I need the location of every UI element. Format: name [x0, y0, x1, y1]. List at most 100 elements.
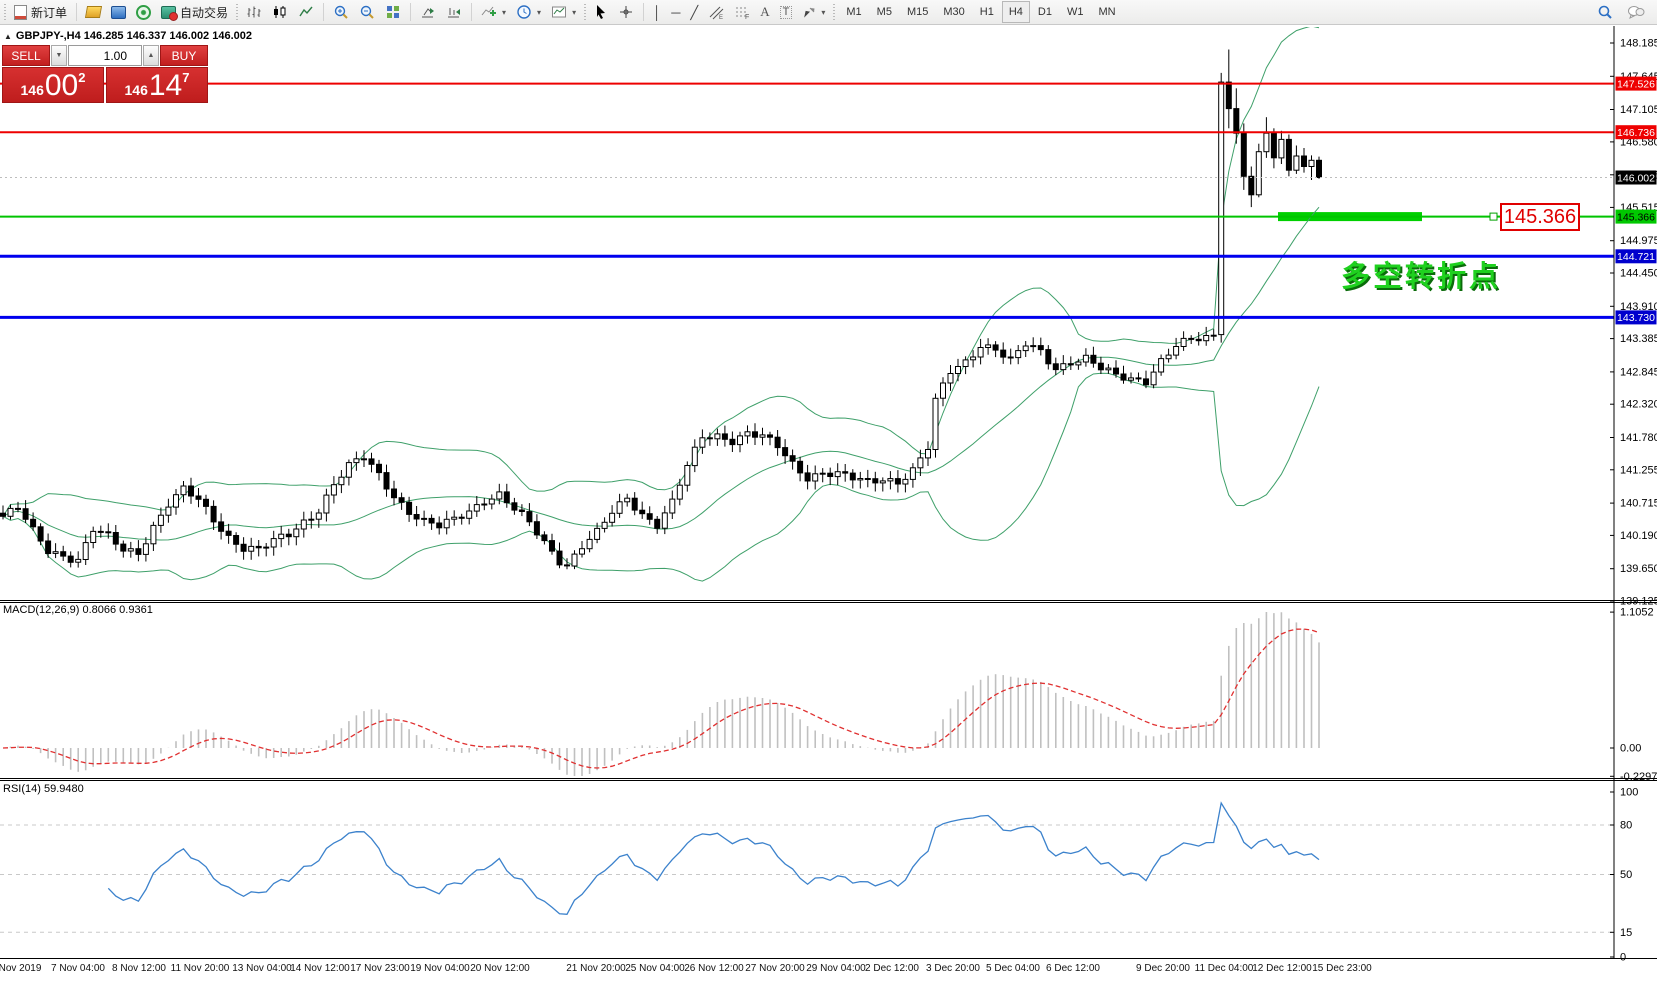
- svg-text:26 Nov 12:00: 26 Nov 12:00: [684, 963, 744, 974]
- chat-button[interactable]: [1623, 2, 1649, 22]
- vertical-line-icon: │: [653, 4, 662, 20]
- volume-increase-button[interactable]: ▲: [143, 45, 159, 66]
- indicators-button[interactable]: ▾: [477, 2, 510, 22]
- svg-text:142.320: 142.320: [1620, 399, 1657, 411]
- new-order-button[interactable]: 新订单: [10, 2, 71, 22]
- zoom-in-icon: [334, 5, 348, 19]
- candlestick-chart-button[interactable]: [268, 2, 292, 22]
- sell-price-sup: 2: [78, 70, 86, 85]
- crosshair-button[interactable]: [614, 2, 638, 22]
- svg-text:146.580: 146.580: [1620, 136, 1657, 148]
- sell-button[interactable]: SELL: [2, 45, 50, 66]
- timeframe-M15[interactable]: M15: [900, 1, 935, 23]
- templates-button[interactable]: ▾: [547, 2, 580, 22]
- timeframe-H1[interactable]: H1: [973, 1, 1001, 23]
- text-icon: A: [760, 4, 770, 19]
- svg-text:141.780: 141.780: [1620, 432, 1657, 444]
- horizontal-line-icon: ─: [671, 4, 681, 20]
- horizontal-line-button[interactable]: ─: [667, 2, 684, 22]
- sell-price-big: 00: [44, 69, 79, 102]
- toolbar-grip[interactable]: [584, 3, 587, 21]
- label-button[interactable]: T: [776, 2, 797, 22]
- candlesticks: [0, 49, 1322, 570]
- arrows-icon: [804, 7, 815, 18]
- cursor-button[interactable]: [590, 2, 612, 22]
- search-icon: [1598, 5, 1612, 19]
- svg-text:144.450: 144.450: [1620, 268, 1657, 280]
- line-chart-button[interactable]: [294, 2, 318, 22]
- rsi-label: RSI(14) 59.9480: [3, 783, 84, 795]
- buy-button[interactable]: BUY: [160, 45, 208, 66]
- fibonacci-button[interactable]: F: [730, 2, 754, 22]
- buy-price-big: 14: [148, 69, 183, 102]
- signals-button[interactable]: [132, 2, 155, 22]
- sell-price-tile[interactable]: 146 00 2: [2, 67, 104, 103]
- arrows-button[interactable]: ▾: [798, 2, 829, 22]
- cursor-icon: [597, 5, 606, 19]
- svg-text:140.190: 140.190: [1620, 530, 1657, 542]
- svg-text:E: E: [719, 15, 723, 20]
- symbol-ohlc-line: ▲ GBPJPY-,H4 146.285 146.337 146.002 146…: [4, 30, 252, 42]
- collapse-triangle-icon[interactable]: ▲: [4, 31, 12, 41]
- volume-input[interactable]: 1.00: [68, 45, 142, 66]
- bar-chart-icon: [247, 6, 261, 18]
- svg-text:15: 15: [1620, 927, 1632, 939]
- new-order-icon: [14, 4, 27, 20]
- trendline-button[interactable]: ╱: [686, 2, 702, 22]
- metaeditor-button[interactable]: [82, 2, 105, 22]
- volume-decrease-button[interactable]: ▼: [51, 45, 67, 66]
- timeframe-M30[interactable]: M30: [936, 1, 971, 23]
- search-button[interactable]: [1593, 2, 1617, 22]
- autotrading-button[interactable]: 自动交易: [157, 2, 232, 22]
- svg-text:19 Nov 04:00: 19 Nov 04:00: [410, 963, 470, 974]
- main-toolbar: 新订单 自动交易 ▾ ▾ ▾ │ ─ ╱ E F A T: [0, 0, 1657, 25]
- zoom-out-button[interactable]: [355, 2, 379, 22]
- toolbar-grip[interactable]: [4, 3, 6, 21]
- timeframe-MN[interactable]: MN: [1091, 1, 1122, 23]
- channel-button[interactable]: E: [704, 2, 728, 22]
- timeframe-D1[interactable]: D1: [1031, 1, 1059, 23]
- bar-chart-button[interactable]: [242, 2, 266, 22]
- price-callout-box[interactable]: 145.366: [1500, 203, 1580, 231]
- community-button[interactable]: [107, 2, 130, 22]
- periods-button[interactable]: ▾: [512, 2, 545, 22]
- svg-text:146.002: 146.002: [1617, 172, 1655, 184]
- svg-text:143.910: 143.910: [1620, 301, 1657, 313]
- clock-icon: [517, 5, 531, 19]
- svg-text:27 Nov 20:00: 27 Nov 20:00: [745, 963, 805, 974]
- chat-icon: [1628, 6, 1645, 19]
- indicators-icon: [481, 6, 497, 16]
- timeframe-M1[interactable]: M1: [839, 1, 868, 23]
- symbol-ohlc-text: GBPJPY-,H4 146.285 146.337 146.002 146.0…: [15, 30, 252, 42]
- pane-separators[interactable]: [0, 600, 1657, 959]
- signals-icon: [136, 4, 152, 20]
- svg-text:140.715: 140.715: [1620, 498, 1657, 510]
- separator: [471, 3, 473, 21]
- toolbar-grip[interactable]: [833, 3, 836, 21]
- svg-text:139.650: 139.650: [1620, 563, 1657, 575]
- svg-text:5 Dec 04:00: 5 Dec 04:00: [986, 963, 1040, 974]
- text-button[interactable]: A: [756, 2, 773, 22]
- timeframe-W1[interactable]: W1: [1060, 1, 1091, 23]
- chart-shift-button[interactable]: [442, 2, 466, 22]
- buy-price-tile[interactable]: 146 14 7: [106, 67, 208, 103]
- toolbar-grip[interactable]: [236, 3, 239, 21]
- dropdown-caret: ▾: [572, 7, 577, 17]
- tile-windows-button[interactable]: [381, 2, 405, 22]
- timeframe-H4[interactable]: H4: [1001, 1, 1030, 23]
- svg-text:143.730: 143.730: [1617, 312, 1655, 324]
- label-icon: T: [779, 5, 793, 19]
- svg-text:142.845: 142.845: [1620, 366, 1657, 378]
- zoom-in-button[interactable]: [329, 2, 353, 22]
- timeframe-toolbar: M1 M5 M15 M30 H1 H4 D1 W1 MN: [839, 1, 1122, 23]
- price-badges: 147.526 146.736 146.002 145.366 144.721 143.7…: [1615, 76, 1657, 325]
- svg-text:9 Dec 20:00: 9 Dec 20:00: [1136, 963, 1190, 974]
- auto-scroll-button[interactable]: [416, 2, 440, 22]
- timeframe-M5[interactable]: M5: [870, 1, 899, 23]
- svg-text:8 Nov 12:00: 8 Nov 12:00: [112, 963, 166, 974]
- autotrading-icon: [161, 5, 179, 21]
- svg-text:100: 100: [1620, 787, 1638, 799]
- svg-text:15 Dec 23:00: 15 Dec 23:00: [1312, 963, 1372, 974]
- vertical-line-button[interactable]: │: [649, 2, 665, 22]
